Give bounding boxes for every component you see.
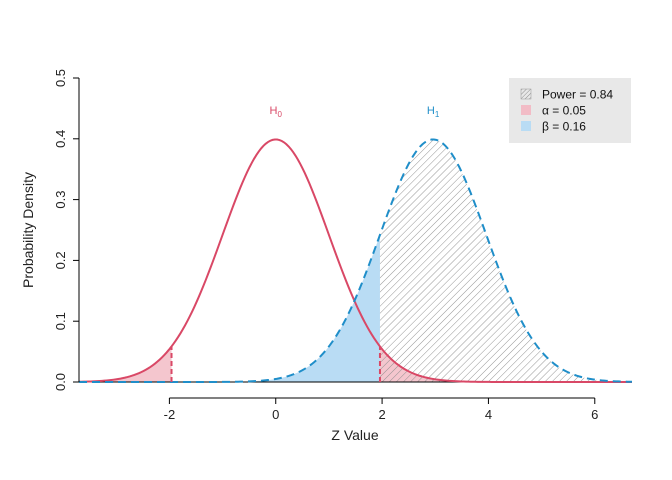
y-tick-label: 0.2 <box>53 251 68 269</box>
legend-power-swatch <box>520 88 532 100</box>
x-tick-label: 6 <box>591 407 598 422</box>
legend: Power = 0.84 α = 0.05 β = 0.16 <box>509 78 631 143</box>
x-axis-title: Z Value <box>331 427 378 443</box>
h0-label: H0 <box>270 105 283 119</box>
beta-region <box>79 234 380 382</box>
y-tick-label: 0.4 <box>53 130 68 148</box>
alpha-region-left <box>79 346 172 382</box>
y-tick-label: 0.0 <box>53 373 68 391</box>
y-axis-title: Probability Density <box>20 172 36 288</box>
x-tick-label: 4 <box>485 407 492 422</box>
x-tick-label: -2 <box>164 407 176 422</box>
x-axis: -2 0 2 4 6 <box>164 397 598 422</box>
x-tick-label: 0 <box>272 407 279 422</box>
y-axis: 0.0 0.1 0.2 0.3 0.4 0.5 <box>53 69 80 391</box>
x-tick-label: 2 <box>378 407 385 422</box>
legend-beta-label: β = 0.16 <box>542 120 586 134</box>
y-tick-label: 0.5 <box>53 69 68 87</box>
y-tick-label: 0.1 <box>53 312 68 330</box>
critical-lines <box>170 346 381 382</box>
legend-beta-swatch <box>521 121 531 131</box>
plot-regions <box>79 139 632 382</box>
legend-alpha-label: α = 0.05 <box>542 104 586 118</box>
y-tick-label: 0.3 <box>53 191 68 209</box>
power-region <box>379 139 632 382</box>
legend-alpha-swatch <box>521 105 531 115</box>
h1-label: H1 <box>427 105 440 119</box>
legend-power-label: Power = 0.84 <box>542 88 613 102</box>
